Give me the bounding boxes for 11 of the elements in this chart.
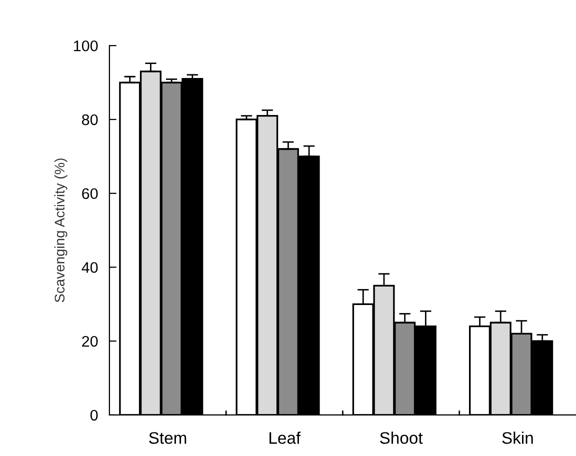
x-tick-label: Shoot — [380, 432, 423, 444]
x-tick-label: Leaf — [270, 432, 301, 444]
y-tick-label: 40 — [82, 262, 98, 273]
y-tick-label: 80 — [82, 114, 98, 126]
y-tick-label: 60 — [82, 188, 98, 200]
x-tick-label: Skin — [502, 432, 533, 444]
x-tick-label: Stem — [149, 432, 186, 444]
y-tick-label: 100 — [74, 40, 98, 52]
y-tick-label: 20 — [82, 336, 98, 347]
y-axis-title: Scavenging Activity (%) — [54, 158, 68, 302]
y-tick-label: 0 — [90, 410, 98, 421]
